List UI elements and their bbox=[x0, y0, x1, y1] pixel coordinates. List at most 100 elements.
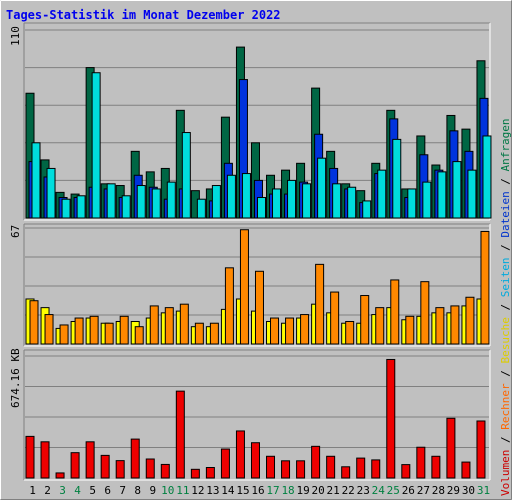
day-label-9: 9 bbox=[149, 484, 156, 497]
middle-bar-rechner-21 bbox=[330, 291, 340, 345]
bottom-bar-volumen-16 bbox=[250, 442, 260, 479]
day-label-19: 19 bbox=[296, 484, 309, 497]
day-label-4: 4 bbox=[74, 484, 81, 497]
top-bar-seiten-31 bbox=[482, 135, 492, 219]
middle-bar-rechner-11 bbox=[179, 303, 189, 345]
top-bar-seiten-18 bbox=[287, 179, 297, 219]
bottom-bar-volumen-9 bbox=[145, 458, 155, 479]
middle-bar-rechner-8 bbox=[134, 326, 144, 345]
top-bar-seiten-4 bbox=[76, 195, 86, 219]
middle-bar-rechner-14 bbox=[224, 267, 234, 345]
top-bar-seiten-11 bbox=[181, 132, 191, 219]
middle-bar-rechner-16 bbox=[254, 270, 264, 345]
top-bar-seiten-5 bbox=[91, 72, 101, 219]
top-bar-seiten-25 bbox=[392, 138, 402, 219]
middle-bar-rechner-6 bbox=[104, 322, 114, 345]
bottom-bar-volumen-5 bbox=[85, 441, 95, 479]
top-bar-seiten-7 bbox=[121, 195, 131, 219]
bottom-bar-volumen-10 bbox=[160, 463, 170, 479]
top-bar-seiten-22 bbox=[347, 186, 357, 219]
day-label-2: 2 bbox=[44, 484, 51, 497]
middle-bar-rechner-29 bbox=[450, 305, 460, 345]
middle-bar-rechner-31 bbox=[480, 230, 490, 345]
bottom-bar-volumen-2 bbox=[40, 441, 50, 479]
top-bar-seiten-29 bbox=[452, 161, 462, 219]
top-bar-seiten-3 bbox=[61, 198, 71, 219]
middle-bar-rechner-27 bbox=[420, 281, 430, 345]
top-bar-seiten-2 bbox=[46, 167, 56, 219]
top-bar-seiten-12 bbox=[196, 198, 206, 219]
day-label-22: 22 bbox=[342, 484, 355, 497]
middle-bar-rechner-15 bbox=[239, 229, 249, 345]
day-label-29: 29 bbox=[447, 484, 460, 497]
middle-bar-rechner-1 bbox=[29, 300, 39, 345]
day-label-31: 31 bbox=[477, 484, 490, 497]
day-label-30: 30 bbox=[462, 484, 475, 497]
top-bar-seiten-1 bbox=[31, 142, 41, 219]
top-bar-seiten-16 bbox=[256, 196, 266, 219]
bottom-bar-volumen-25 bbox=[386, 358, 396, 479]
top-bar-seiten-6 bbox=[106, 183, 116, 219]
day-label-7: 7 bbox=[119, 484, 126, 497]
day-label-28: 28 bbox=[432, 484, 445, 497]
top-bar-seiten-21 bbox=[332, 183, 342, 219]
bottom-bar-volumen-27 bbox=[416, 446, 426, 479]
bottom-bar-volumen-28 bbox=[431, 455, 441, 479]
day-label-10: 10 bbox=[161, 484, 174, 497]
day-label-25: 25 bbox=[387, 484, 400, 497]
day-label-23: 23 bbox=[357, 484, 370, 497]
top-bar-seiten-19 bbox=[302, 183, 312, 219]
bottom-bar-volumen-13 bbox=[205, 467, 215, 479]
bottom-bar-volumen-3 bbox=[55, 472, 65, 479]
top-bar-seiten-13 bbox=[211, 185, 221, 219]
top-bar-seiten-27 bbox=[422, 181, 432, 219]
day-label-12: 12 bbox=[191, 484, 204, 497]
day-label-21: 21 bbox=[327, 484, 340, 497]
top-bar-seiten-17 bbox=[272, 188, 282, 219]
middle-bar-rechner-13 bbox=[209, 322, 219, 345]
top-bar-seiten-10 bbox=[166, 181, 176, 219]
middle-bar-rechner-5 bbox=[89, 315, 99, 345]
middle-bar-rechner-12 bbox=[194, 322, 204, 345]
middle-bar-rechner-10 bbox=[164, 307, 174, 345]
middle-bar-rechner-19 bbox=[300, 314, 310, 345]
day-label-8: 8 bbox=[134, 484, 141, 497]
bottom-bar-volumen-18 bbox=[281, 460, 291, 479]
middle-bar-rechner-25 bbox=[390, 279, 400, 345]
bottom-bar-volumen-12 bbox=[190, 468, 200, 479]
middle-bar-rechner-18 bbox=[285, 317, 295, 345]
bottom-bar-volumen-6 bbox=[100, 454, 110, 479]
bottom-bar-volumen-21 bbox=[326, 455, 336, 479]
top-bar-seiten-24 bbox=[377, 169, 387, 219]
bottom-bar-volumen-24 bbox=[371, 459, 381, 479]
middle-bar-rechner-30 bbox=[465, 296, 475, 345]
bottom-bar-volumen-11 bbox=[175, 390, 185, 479]
bottom-bar-volumen-1 bbox=[25, 435, 35, 479]
day-label-3: 3 bbox=[59, 484, 66, 497]
day-label-5: 5 bbox=[89, 484, 96, 497]
middle-bar-rechner-22 bbox=[345, 320, 355, 345]
top-bar-seiten-14 bbox=[226, 174, 236, 219]
bottom-bar-volumen-8 bbox=[130, 438, 140, 479]
day-label-1: 1 bbox=[29, 484, 36, 497]
middle-bar-rechner-17 bbox=[270, 317, 280, 345]
bottom-bar-volumen-7 bbox=[115, 460, 125, 479]
top-bar-seiten-15 bbox=[241, 173, 251, 219]
middle-bar-rechner-20 bbox=[315, 263, 325, 345]
middle-bar-rechner-3 bbox=[59, 324, 69, 345]
middle-bar-rechner-9 bbox=[149, 305, 159, 345]
bottom-bar-volumen-19 bbox=[296, 460, 306, 479]
middle-bar-rechner-26 bbox=[405, 315, 415, 345]
middle-bar-rechner-23 bbox=[360, 295, 370, 345]
bottom-bar-volumen-4 bbox=[70, 452, 80, 479]
bottom-bar-volumen-22 bbox=[341, 466, 351, 479]
top-bar-seiten-28 bbox=[437, 171, 447, 219]
bottom-bar-volumen-23 bbox=[356, 457, 366, 479]
bottom-bar-volumen-26 bbox=[401, 464, 411, 479]
day-label-27: 27 bbox=[417, 484, 430, 497]
day-label-13: 13 bbox=[206, 484, 219, 497]
day-label-18: 18 bbox=[281, 484, 294, 497]
day-label-14: 14 bbox=[221, 484, 235, 497]
